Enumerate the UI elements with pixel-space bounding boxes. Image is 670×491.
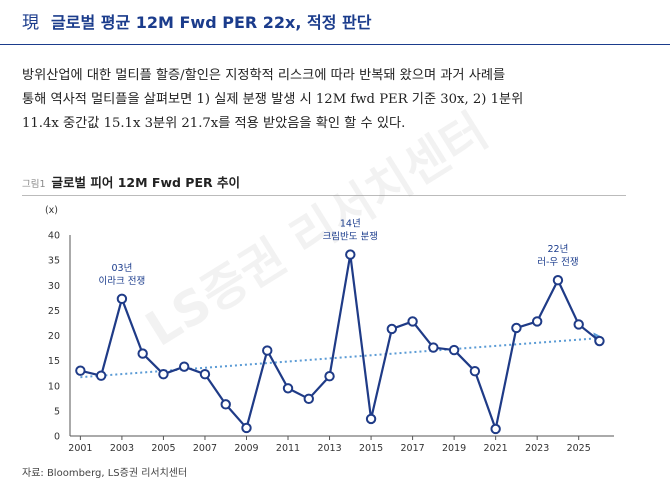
body-paragraph: 방위산업에 대한 멀티플 할증/할인은 지정학적 리스크에 따라 반복돼 왔으며… xyxy=(22,64,652,136)
y-tick-label: 20 xyxy=(48,331,60,342)
x-tick-label: 2009 xyxy=(234,443,258,454)
data-point xyxy=(365,413,377,425)
source-note: 자료: Bloomberg, LS증권 리서치센터 xyxy=(22,468,188,479)
data-point xyxy=(386,323,398,335)
y-tick-label: 10 xyxy=(48,381,60,392)
page-header: 現 글로벌 평균 12M Fwd PER 22x, 적정 판단 xyxy=(22,8,371,33)
data-point xyxy=(573,319,584,330)
data-point xyxy=(199,368,211,380)
x-tick-label: 2011 xyxy=(276,443,300,454)
data-point xyxy=(116,293,128,305)
x-tick-label: 2019 xyxy=(442,443,466,454)
data-point xyxy=(282,383,294,394)
data-point xyxy=(428,342,439,353)
x-tick-label: 2025 xyxy=(567,443,591,454)
body-line: 통해 역사적 멀티플을 살펴보면 1) 실제 분쟁 발생 시 12M fwd P… xyxy=(22,92,524,107)
annotation-event: 이라크 전쟁 xyxy=(99,276,146,287)
data-point xyxy=(407,316,418,327)
annotation-event: 러-우 전쟁 xyxy=(537,257,578,268)
x-tick-label: 2003 xyxy=(110,443,134,454)
x-tick-label: 2013 xyxy=(317,443,341,454)
y-tick-label: 25 xyxy=(48,306,60,317)
x-tick-label: 2021 xyxy=(484,443,508,454)
data-point xyxy=(178,361,190,372)
page-title: 글로벌 평균 12M Fwd PER 22x, 적정 판단 xyxy=(51,13,372,32)
data-point xyxy=(448,344,460,356)
y-tick-label: 40 xyxy=(48,231,60,242)
data-point xyxy=(158,368,169,380)
data-point xyxy=(324,371,335,382)
figure-title: 글로벌 피어 12M Fwd PER 추이 xyxy=(51,175,240,190)
data-point xyxy=(469,365,481,377)
data-point xyxy=(241,422,252,434)
data-point xyxy=(262,345,273,356)
y-tick-label: 30 xyxy=(48,281,60,292)
figure-label: 그림1 xyxy=(22,179,46,190)
data-point xyxy=(594,335,605,347)
figure-divider xyxy=(22,195,626,196)
trend-line xyxy=(80,337,594,379)
body-line: 방위산업에 대한 멀티플 할증/할인은 지정학적 리스크에 따라 반복돼 왔으며… xyxy=(22,68,506,83)
x-tick-label: 2001 xyxy=(68,443,92,454)
y-tick-label: 5 xyxy=(54,406,60,417)
x-tick-label: 2015 xyxy=(359,443,383,454)
y-tick-label: 15 xyxy=(48,356,60,367)
data-point xyxy=(511,322,522,334)
y-tick-label: 0 xyxy=(54,432,60,443)
data-point xyxy=(75,365,86,376)
data-point xyxy=(220,399,231,410)
annotation-year: 14년 xyxy=(340,219,361,230)
data-point xyxy=(531,316,543,327)
header-divider xyxy=(0,44,670,45)
body-line: 11.4x 중간값 15.1x 3분위 21.7x를 적용 받았음을 확인 할 … xyxy=(22,116,406,131)
data-point xyxy=(552,275,564,286)
section-hanja: 現 xyxy=(22,13,39,33)
x-tick-label: 2017 xyxy=(401,443,425,454)
data-point xyxy=(345,249,356,260)
annotation-year: 03년 xyxy=(111,263,132,274)
y-tick-label: 35 xyxy=(48,256,60,267)
data-point xyxy=(95,370,107,381)
series-line xyxy=(80,253,601,431)
annotation-year: 22년 xyxy=(548,244,569,255)
x-tick-label: 2005 xyxy=(151,443,175,454)
y-axis-unit-label: (x) xyxy=(45,205,58,216)
data-point xyxy=(137,348,148,359)
annotation-event: 크림반도 분쟁 xyxy=(323,231,378,243)
x-tick-label: 2023 xyxy=(525,443,549,454)
figure-caption: 그림1 글로벌 피어 12M Fwd PER 추이 xyxy=(22,172,240,191)
data-point xyxy=(303,393,314,405)
data-point xyxy=(490,423,501,435)
x-tick-label: 2007 xyxy=(193,443,217,454)
